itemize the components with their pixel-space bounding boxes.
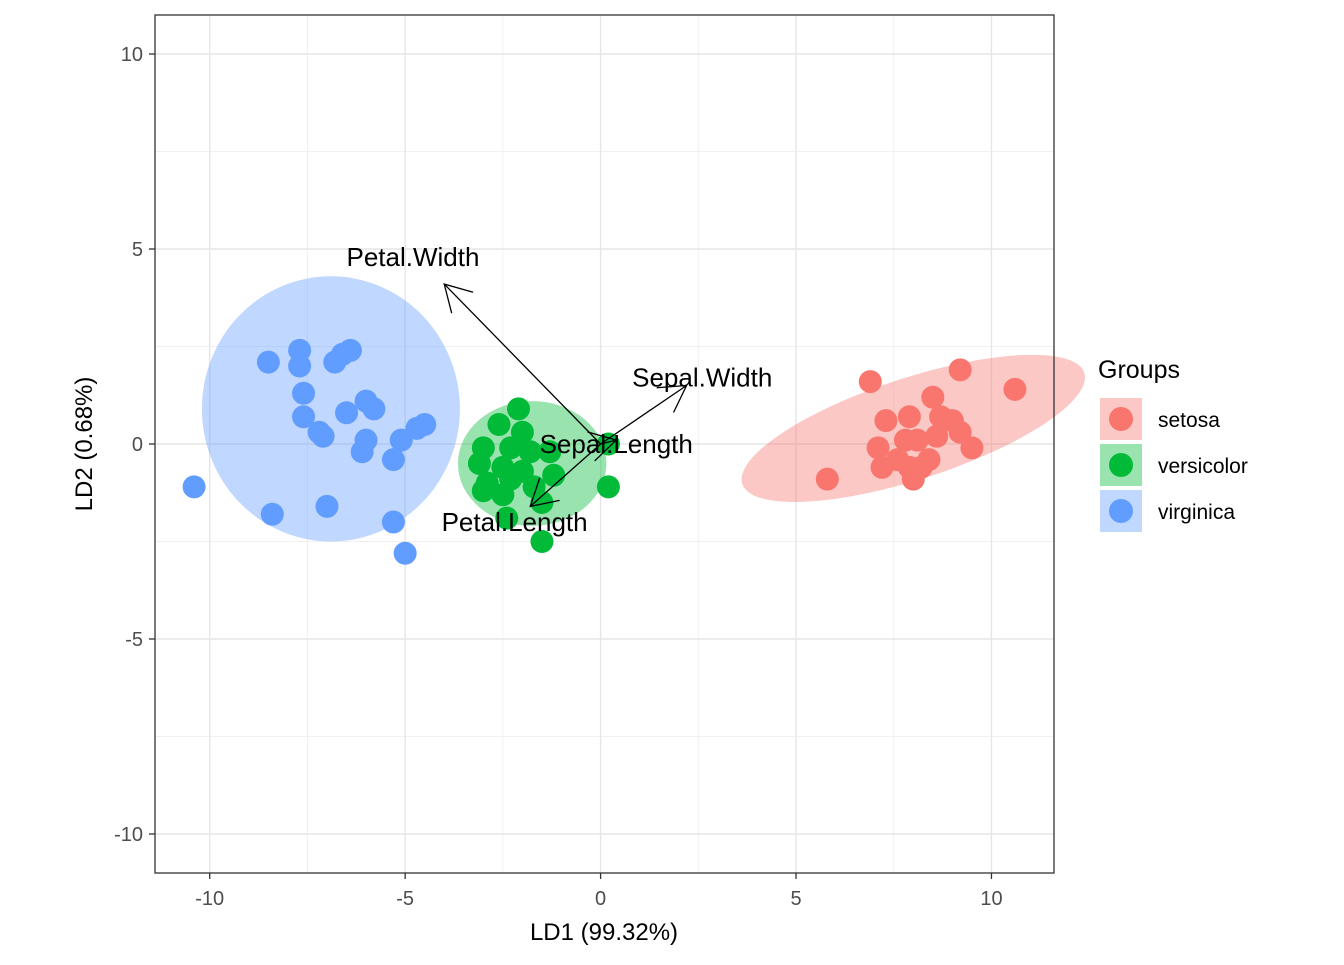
arrow-shaft-Petal.Length <box>529 443 602 507</box>
legend-item-versicolor: versicolor <box>1100 444 1248 486</box>
axes-layer: -10 -5 0 5 10 -10 -5 0 5 10 <box>114 44 1002 910</box>
point-virginica <box>182 475 206 499</box>
point-virginica <box>393 541 417 565</box>
x-axis-title: LD1 (99.32%) <box>530 919 678 946</box>
legend-label-versicolor: versicolor <box>1158 455 1248 478</box>
point-versicolor <box>538 440 562 464</box>
x-tick-label: 5 <box>790 888 801 910</box>
arrow-label-Sepal.Width: Sepal.Width <box>632 363 772 393</box>
point-versicolor <box>530 491 554 514</box>
point-versicolor <box>518 440 542 464</box>
point-setosa <box>874 409 898 433</box>
point-virginica <box>315 494 339 518</box>
legend-item-setosa: setosa <box>1100 398 1220 440</box>
arrow-label-Sepal.Length: Sepal.Length <box>540 429 693 459</box>
point-virginica <box>362 397 386 421</box>
point-versicolor <box>491 483 515 507</box>
legend: Groups setosa versicolor virginica <box>1098 356 1248 532</box>
ellipse-setosa <box>741 354 1086 502</box>
point-setosa <box>960 436 984 460</box>
y-tick-label: 0 <box>132 434 143 456</box>
point-virginica <box>389 428 413 452</box>
point-setosa <box>921 385 945 409</box>
point-versicolor <box>495 506 519 530</box>
points-layer <box>182 338 1027 565</box>
point-virginica <box>350 440 374 464</box>
point-versicolor <box>507 397 531 421</box>
legend-label-setosa: setosa <box>1158 409 1220 432</box>
point-setosa <box>893 428 917 452</box>
point-versicolor <box>530 530 554 553</box>
point-setosa <box>901 467 925 491</box>
point-virginica <box>335 401 359 425</box>
arrow-shaft-Sepal.Length <box>600 439 617 445</box>
x-tick-label: 0 <box>595 888 606 910</box>
point-versicolor <box>499 436 523 460</box>
point-setosa <box>1003 377 1027 401</box>
arrow-label-Petal.Length: Petal.Length <box>442 507 588 537</box>
point-virginica <box>292 405 316 429</box>
arrows-layer: Petal.Width Sepal.Width Sepal.Length Petal.… <box>346 242 772 537</box>
point-setosa <box>897 405 921 429</box>
point-versicolor <box>542 463 566 487</box>
arrow-shaft-Petal.Width <box>443 283 602 445</box>
point-setosa <box>858 370 882 394</box>
y-axis-title: LD2 (0.68%) <box>71 377 98 512</box>
arrow-shaft-Sepal.Width <box>600 384 687 445</box>
legend-dot-versicolor <box>1109 453 1133 477</box>
point-virginica <box>405 416 429 440</box>
point-setosa <box>948 358 972 382</box>
point-versicolor <box>596 432 620 456</box>
point-virginica <box>256 350 280 374</box>
x-tick-label: 10 <box>980 888 1002 910</box>
arrow-head-Sepal.Length <box>587 431 618 462</box>
arrow-head-Petal.Length <box>529 477 560 508</box>
y-tick-label: 10 <box>121 44 143 66</box>
point-setosa <box>870 455 894 479</box>
y-tick-label: -5 <box>125 629 143 651</box>
point-setosa <box>925 424 949 448</box>
point-versicolor <box>487 413 511 436</box>
arrow-head-Petal.Width <box>443 283 474 314</box>
legend-label-virginica: virginica <box>1158 501 1235 524</box>
point-setosa <box>866 436 890 460</box>
point-versicolor <box>467 452 491 475</box>
point-virginica <box>292 381 316 405</box>
point-versicolor <box>596 475 620 499</box>
y-tick-label: -10 <box>114 824 143 846</box>
point-virginica <box>381 448 405 472</box>
ellipse-virginica <box>201 276 460 542</box>
point-virginica <box>288 354 312 378</box>
x-tick-label: -5 <box>396 888 414 910</box>
y-tick-label: 5 <box>132 239 143 261</box>
point-virginica <box>381 510 405 534</box>
legend-item-virginica: virginica <box>1100 490 1235 532</box>
point-virginica <box>311 424 335 448</box>
point-setosa <box>948 420 972 444</box>
legend-title: Groups <box>1098 356 1180 384</box>
point-setosa <box>815 467 839 491</box>
arrow-label-Petal.Width: Petal.Width <box>346 242 479 272</box>
legend-dot-setosa <box>1109 407 1133 431</box>
point-versicolor <box>510 420 534 444</box>
point-virginica <box>260 502 284 526</box>
arrow-head-Sepal.Width <box>656 384 688 413</box>
point-virginica <box>323 350 347 374</box>
legend-dot-virginica <box>1109 499 1133 523</box>
point-versicolor <box>471 479 495 503</box>
x-tick-label: -10 <box>195 888 224 910</box>
